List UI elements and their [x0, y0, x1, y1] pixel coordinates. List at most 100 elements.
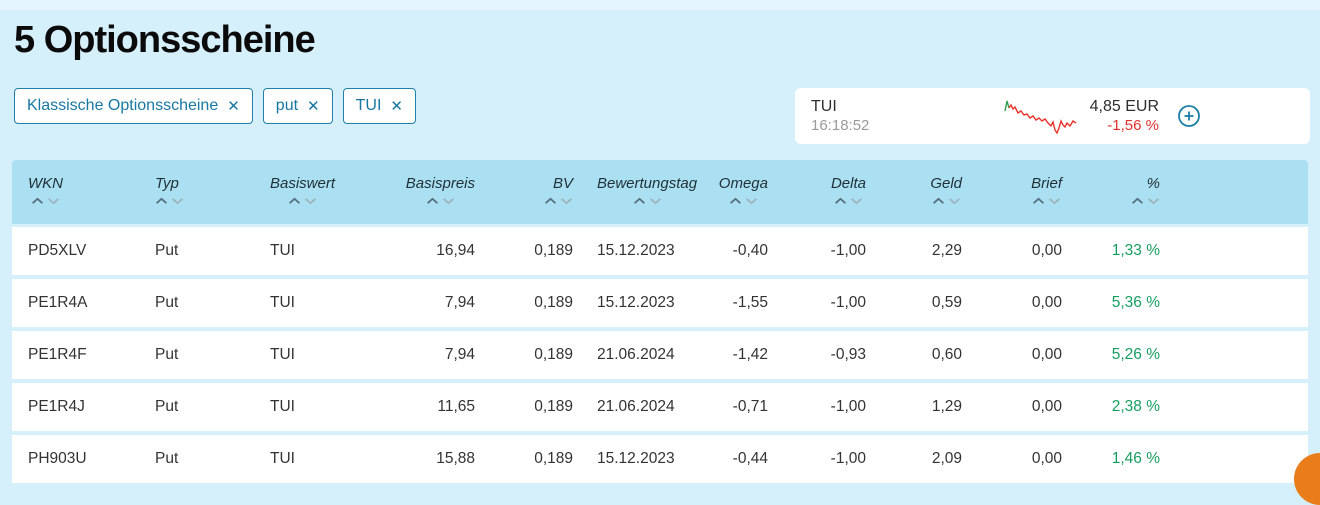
sort-ascending-icon[interactable] [729, 197, 742, 205]
cell-wkn[interactable]: PE1R4A [12, 277, 139, 331]
column-header-typ[interactable]: Typ [139, 160, 254, 227]
sort-descending-icon[interactable] [850, 197, 863, 205]
column-header-geld[interactable]: Geld [878, 160, 974, 227]
table-row[interactable]: PE1R4F Put TUI 7,94 0,189 21.06.2024 -1,42 -0,9… [12, 329, 1308, 383]
column-header-filler [1172, 160, 1308, 227]
options-table: WKN Typ Basiswert Basispreis BV Bewertungstag… [12, 160, 1308, 487]
table-row[interactable]: PD5XLV Put TUI 16,94 0,189 15.12.2023 -0,40 -1,… [12, 225, 1308, 279]
cell-bewertungstag: 15.12.2023 [585, 277, 702, 331]
column-header-brief[interactable]: Brief [974, 160, 1074, 227]
cell-wkn[interactable]: PE1R4J [12, 381, 139, 435]
cell-basispreis: 7,94 [361, 329, 487, 383]
column-label: Brief [1031, 174, 1062, 192]
cell-typ: Put [139, 433, 254, 487]
filter-chips: Klassische Optionsscheine ✕ put ✕ TUI ✕ [14, 88, 416, 124]
table-row[interactable]: PH903U Put TUI 15,88 0,189 15.12.2023 -0,44 -1,… [12, 433, 1308, 487]
sort-descending-icon[interactable] [1048, 197, 1061, 205]
sort-ascending-icon[interactable] [288, 197, 301, 205]
filter-chip-put[interactable]: put ✕ [262, 88, 333, 124]
cell-delta: -1,00 [780, 225, 878, 279]
cell-basispreis: 15,88 [361, 433, 487, 487]
cell-wkn[interactable]: PH903U [12, 433, 139, 487]
sort-ascending-icon[interactable] [544, 197, 557, 205]
column-header-content: WKN [28, 175, 63, 205]
column-label: Geld [930, 174, 962, 192]
column-header-content: Geld [930, 175, 962, 205]
cell-geld: 1,29 [878, 381, 974, 435]
filter-chip-label: TUI [355, 97, 382, 114]
sort-descending-icon[interactable] [560, 197, 573, 205]
column-header-pct[interactable]: % [1074, 160, 1172, 227]
sort-ascending-icon[interactable] [1131, 197, 1144, 205]
cell-filler [1172, 225, 1308, 279]
cell-omega: -0,40 [702, 225, 780, 279]
column-header-omega[interactable]: Omega [702, 160, 780, 227]
sort-ascending-icon[interactable] [31, 197, 44, 205]
cell-basispreis: 7,94 [361, 277, 487, 331]
cell-bv: 0,189 [487, 277, 585, 331]
table-row[interactable]: PE1R4J Put TUI 11,65 0,189 21.06.2024 -0,71 -1,… [12, 381, 1308, 435]
cell-bewertungstag: 15.12.2023 [585, 433, 702, 487]
cell-basispreis: 16,94 [361, 225, 487, 279]
cell-brief: 0,00 [974, 277, 1074, 331]
cell-filler [1172, 381, 1308, 435]
column-label: BV [552, 174, 573, 192]
sort-descending-icon[interactable] [745, 197, 758, 205]
sort-ascending-icon[interactable] [1032, 197, 1045, 205]
column-header-basispreis[interactable]: Basispreis [361, 160, 487, 227]
sort-arrows [270, 197, 335, 205]
column-header-content: % [1131, 175, 1160, 205]
cell-typ: Put [139, 277, 254, 331]
sort-descending-icon[interactable] [171, 197, 184, 205]
column-label: Omega [718, 174, 768, 192]
cell-bewertungstag: 15.12.2023 [585, 225, 702, 279]
cell-wkn[interactable]: PE1R4F [12, 329, 139, 383]
sort-descending-icon[interactable] [304, 197, 317, 205]
cell-bv: 0,189 [487, 225, 585, 279]
cell-basiswert: TUI [254, 329, 361, 383]
sort-arrows [1031, 197, 1062, 205]
column-header-content: Basiswert [270, 175, 335, 205]
cell-bv: 0,189 [487, 329, 585, 383]
cell-geld: 2,29 [878, 225, 974, 279]
cell-typ: Put [139, 225, 254, 279]
quote-name: TUI [811, 97, 837, 115]
sort-descending-icon[interactable] [948, 197, 961, 205]
column-header-wkn[interactable]: WKN [12, 160, 139, 227]
column-header-delta[interactable]: Delta [780, 160, 878, 227]
column-header-bv[interactable]: BV [487, 160, 585, 227]
sparkline-chart-icon [1004, 100, 1077, 135]
cell-basispreis: 11,65 [361, 381, 487, 435]
sort-arrows [597, 197, 697, 205]
cell-omega: -0,71 [702, 381, 780, 435]
cell-basiswert: TUI [254, 433, 361, 487]
column-header-basiswert[interactable]: Basiswert [254, 160, 361, 227]
column-label: Basiswert [270, 174, 336, 192]
sort-descending-icon[interactable] [649, 197, 662, 205]
sort-ascending-icon[interactable] [155, 197, 168, 205]
table-row[interactable]: PE1R4A Put TUI 7,94 0,189 15.12.2023 -1,55 -1,0… [12, 277, 1308, 331]
sort-descending-icon[interactable] [47, 197, 60, 205]
sort-arrows [28, 197, 63, 205]
quote-card[interactable]: TUI 16:18:52 4,85 EUR -1,56 % [795, 88, 1310, 144]
cell-bv: 0,189 [487, 433, 585, 487]
sort-ascending-icon[interactable] [426, 197, 439, 205]
column-header-bewertungstag[interactable]: Bewertungstag [585, 160, 702, 227]
sort-ascending-icon[interactable] [633, 197, 646, 205]
filter-chip-tui[interactable]: TUI ✕ [342, 88, 416, 124]
remove-filter-icon[interactable]: ✕ [227, 98, 240, 115]
cell-wkn[interactable]: PD5XLV [12, 225, 139, 279]
sort-ascending-icon[interactable] [932, 197, 945, 205]
remove-filter-icon[interactable]: ✕ [390, 98, 403, 115]
sort-ascending-icon[interactable] [834, 197, 847, 205]
sort-arrows [406, 197, 475, 205]
column-header-content: Basispreis [406, 175, 475, 205]
sort-descending-icon[interactable] [1147, 197, 1160, 205]
top-strip [0, 0, 1320, 10]
add-to-watchlist-button[interactable] [1177, 104, 1201, 128]
sort-descending-icon[interactable] [442, 197, 455, 205]
filter-chip-klassische-optionsscheine[interactable]: Klassische Optionsscheine ✕ [14, 88, 253, 124]
cell-geld: 2,09 [878, 433, 974, 487]
column-header-content: Typ [155, 175, 184, 205]
remove-filter-icon[interactable]: ✕ [307, 98, 320, 115]
